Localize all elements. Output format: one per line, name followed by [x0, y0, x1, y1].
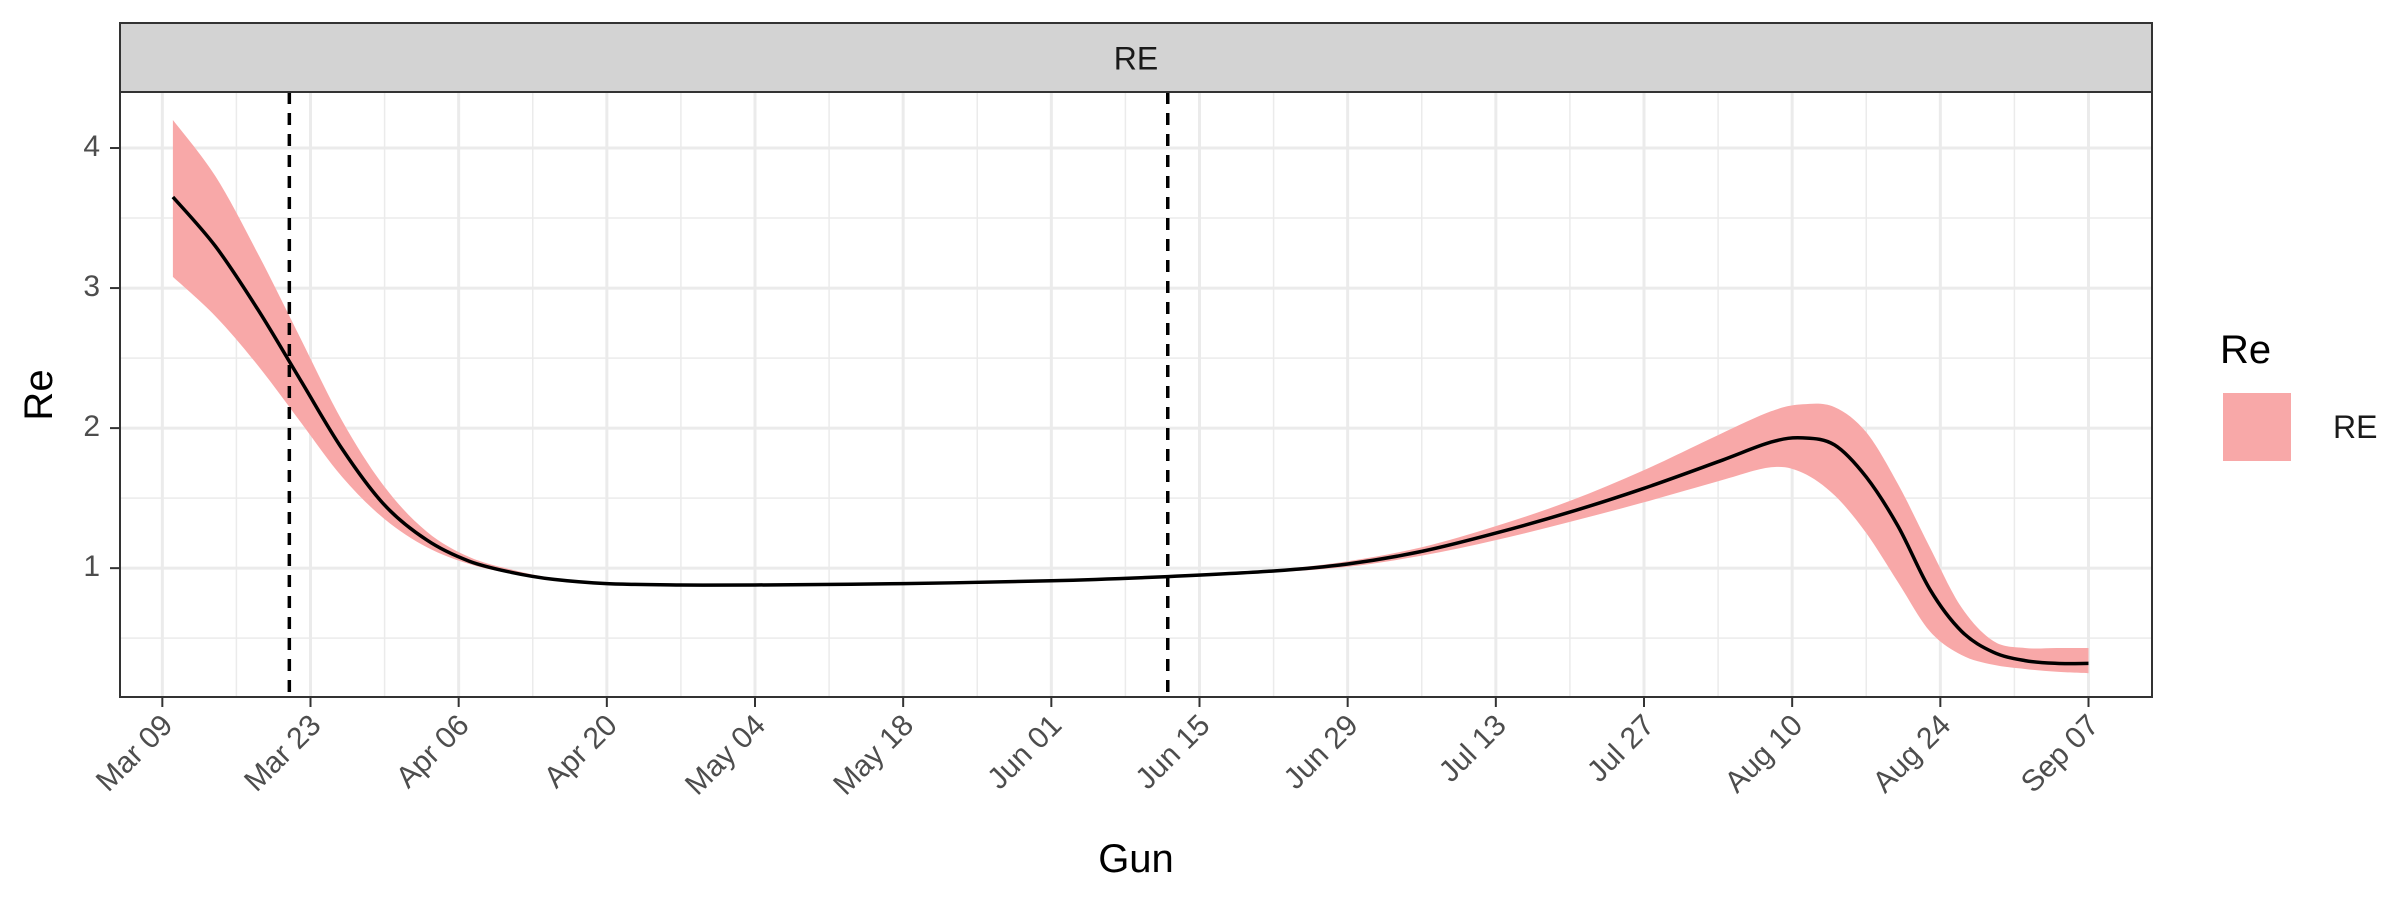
x-axis: Mar 09 Mar 23 Apr 06 Apr 20 May 04 May 18 Jun … — [90, 697, 2106, 802]
legend-title: Re — [2220, 328, 2271, 372]
x-tick-label: Jul 27 — [1581, 709, 1661, 789]
x-tick-label: Mar 23 — [238, 709, 327, 798]
y-axis-title: Re — [17, 369, 61, 420]
y-tick-label: 3 — [83, 270, 100, 303]
y-tick-label: 4 — [83, 130, 100, 163]
panel-border — [119, 91, 2153, 698]
x-tick-label: May 18 — [827, 709, 920, 802]
y-axis: 1 2 3 4 — [83, 130, 120, 583]
x-tick-label: Aug 10 — [1719, 709, 1810, 800]
x-tick-label: Sep 07 — [2015, 709, 2106, 800]
plot-panel — [120, 92, 2152, 697]
x-tick-label: May 04 — [679, 709, 772, 802]
x-tick-label: Apr 20 — [538, 709, 624, 795]
legend-label-re: RE — [2333, 409, 2377, 445]
legend-key-re — [2223, 393, 2291, 461]
y-tick-label: 1 — [83, 550, 100, 583]
x-tick-label: Jun 29 — [1278, 709, 1365, 796]
x-tick-label: Jun 01 — [981, 709, 1068, 796]
x-tick-label: Jun 15 — [1129, 709, 1216, 796]
line-layer — [171, 195, 2089, 666]
x-axis-title: Gun — [1098, 837, 1174, 881]
x-tick-label: Apr 06 — [390, 709, 476, 795]
re-estimate-line — [171, 195, 2089, 666]
facet-strip-label: RE — [1114, 40, 1158, 76]
x-tick-label: Aug 24 — [1867, 709, 1958, 800]
y-tick-label: 2 — [83, 410, 100, 443]
x-tick-label: Jul 13 — [1433, 709, 1513, 789]
legend: Re RE — [2220, 328, 2377, 461]
vline-layer — [287, 92, 1170, 697]
facet-strip — [119, 22, 2153, 93]
x-tick-label: Mar 09 — [90, 709, 179, 798]
